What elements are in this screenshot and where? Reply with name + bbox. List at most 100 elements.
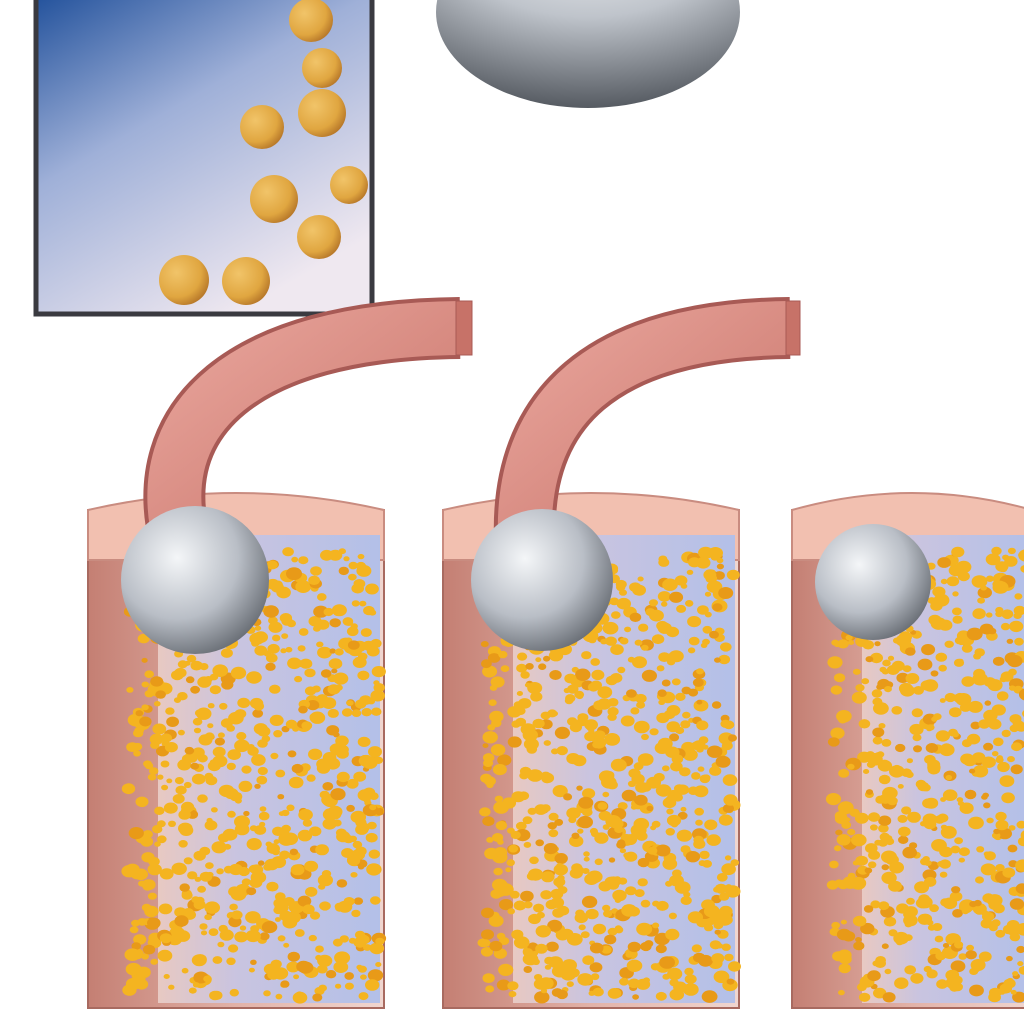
packing-particle <box>604 934 617 945</box>
packing-particle <box>666 814 682 827</box>
packing-particle <box>636 701 646 709</box>
packing-particle <box>368 849 380 859</box>
packing-particle <box>513 701 523 709</box>
packing-particle <box>529 856 539 865</box>
packing-particle <box>357 789 373 802</box>
bead <box>302 48 342 88</box>
packing-particle <box>577 815 593 829</box>
packing-particle <box>684 974 697 984</box>
packing-particle <box>229 903 238 911</box>
packing-particle <box>855 812 869 824</box>
packing-particle <box>569 868 583 879</box>
packing-particle <box>962 755 977 767</box>
packing-particle <box>481 939 491 947</box>
packing-particle <box>316 641 324 648</box>
packing-particle <box>582 808 593 817</box>
packing-particle <box>878 723 886 729</box>
packing-particle <box>649 609 664 622</box>
packing-particle <box>621 789 637 802</box>
packing-particle <box>682 983 699 996</box>
packing-particle <box>316 964 328 974</box>
packing-particle <box>203 975 212 983</box>
packing-particle <box>159 868 174 880</box>
packing-particle <box>309 826 322 837</box>
packing-particle <box>234 931 249 943</box>
packing-particle <box>620 715 635 727</box>
packing-particle <box>327 708 339 718</box>
packing-particle <box>348 855 361 866</box>
packing-particle <box>986 575 994 582</box>
packing-particle <box>694 807 704 816</box>
packing-particle <box>632 994 639 1000</box>
packing-particle <box>360 628 372 637</box>
bead <box>250 175 298 223</box>
packing-particle <box>368 746 382 758</box>
packing-particle <box>931 839 947 852</box>
packing-particle <box>999 676 1008 683</box>
packing-particle <box>164 742 178 753</box>
packing-particle <box>304 860 319 872</box>
packing-particle <box>507 981 519 991</box>
packing-particle <box>588 728 595 734</box>
packing-particle <box>368 792 379 800</box>
packing-particle <box>633 817 650 831</box>
packing-particle <box>662 857 678 870</box>
packing-particle <box>254 645 268 656</box>
packing-particle <box>895 634 912 647</box>
packing-particle <box>168 984 175 990</box>
packing-particle <box>482 665 498 678</box>
packing-particle <box>237 697 251 709</box>
packing-particle <box>194 876 202 882</box>
packing-particle <box>665 795 677 804</box>
packing-particle <box>181 801 195 813</box>
packing-particle <box>978 951 992 962</box>
packing-particle <box>298 809 313 821</box>
packing-particle <box>190 762 200 770</box>
packing-particle <box>556 882 564 889</box>
packing-particle <box>633 762 644 771</box>
packing-particle <box>589 962 603 973</box>
packing-particle <box>968 816 984 830</box>
packing-particle <box>302 819 313 827</box>
packing-particle <box>1009 620 1024 633</box>
packing-particle <box>714 883 728 894</box>
packing-particle <box>695 557 711 569</box>
packing-particle <box>287 750 297 758</box>
packing-particle <box>227 810 236 818</box>
packing-particle <box>698 954 713 967</box>
packing-particle <box>851 691 867 704</box>
packing-particle <box>584 873 599 885</box>
packing-particle <box>212 664 228 677</box>
packing-particle <box>359 600 367 607</box>
packing-particle <box>549 670 562 680</box>
packing-particle <box>305 886 318 897</box>
packing-particle <box>163 802 178 814</box>
packing-particle <box>992 832 1001 839</box>
packing-particle <box>367 821 377 830</box>
packing-particle <box>272 634 281 642</box>
packing-particle <box>713 921 724 930</box>
packing-particle <box>302 904 315 915</box>
packing-particle <box>952 607 962 616</box>
packing-particle <box>306 700 320 711</box>
packing-particle <box>658 558 670 567</box>
packing-particle <box>306 774 316 782</box>
packing-particle <box>133 974 146 984</box>
packing-particle <box>370 638 382 648</box>
packing-particle <box>152 723 167 735</box>
packing-particle <box>898 826 911 837</box>
packing-particle <box>922 679 939 692</box>
packing-particle <box>951 886 961 894</box>
packing-particle <box>830 727 845 739</box>
packing-particle <box>571 832 580 839</box>
packing-particle <box>507 706 522 718</box>
packing-particle <box>331 668 338 674</box>
packing-particle <box>937 813 949 823</box>
packing-particle <box>673 784 685 793</box>
packing-particle <box>616 583 626 592</box>
packing-particle <box>348 561 358 570</box>
packing-particle <box>522 816 533 825</box>
packing-particle <box>687 647 696 654</box>
packing-particle <box>147 773 157 781</box>
packing-particle <box>961 908 970 915</box>
